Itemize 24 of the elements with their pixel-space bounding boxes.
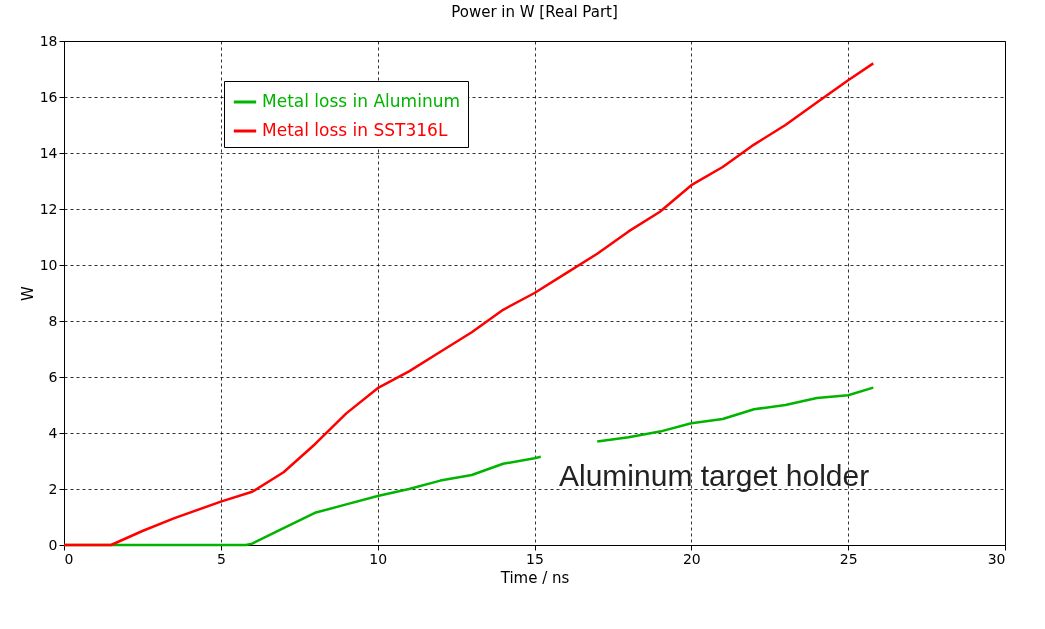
y-tick-label: 12: [39, 200, 58, 217]
line-series: [62, 62, 875, 547]
y-tick-label: 4: [48, 424, 58, 441]
y-tick-label: 14: [39, 144, 58, 161]
x-tick-label: 5: [216, 550, 226, 567]
y-tick-label: 10: [39, 256, 58, 273]
y-tick-label: 2: [48, 480, 58, 497]
chart-title: Power in W [Real Part]: [451, 3, 618, 21]
legend-label: Metal loss in Aluminum: [262, 91, 460, 111]
x-tick-label: 0: [64, 550, 74, 567]
annotation: Aluminum target holder: [559, 459, 870, 492]
x-tick-label: 20: [682, 550, 701, 567]
x-tick-label: 30: [987, 550, 1006, 567]
y-axis-title: W: [18, 285, 37, 301]
y-tick-label: 16: [39, 88, 58, 105]
x-tick-label: 10: [369, 550, 388, 567]
x-axis-title: Time / ns: [499, 568, 570, 587]
y-tick-label: 6: [48, 368, 58, 385]
y-tick-label: 0: [48, 536, 58, 553]
x-tick-label: 15: [526, 550, 544, 567]
y-tick-label: 8: [48, 312, 58, 329]
legend-label: Metal loss in SST316L: [262, 120, 448, 140]
x-tick-label: 25: [839, 550, 858, 567]
y-tick-label: 18: [39, 32, 58, 49]
